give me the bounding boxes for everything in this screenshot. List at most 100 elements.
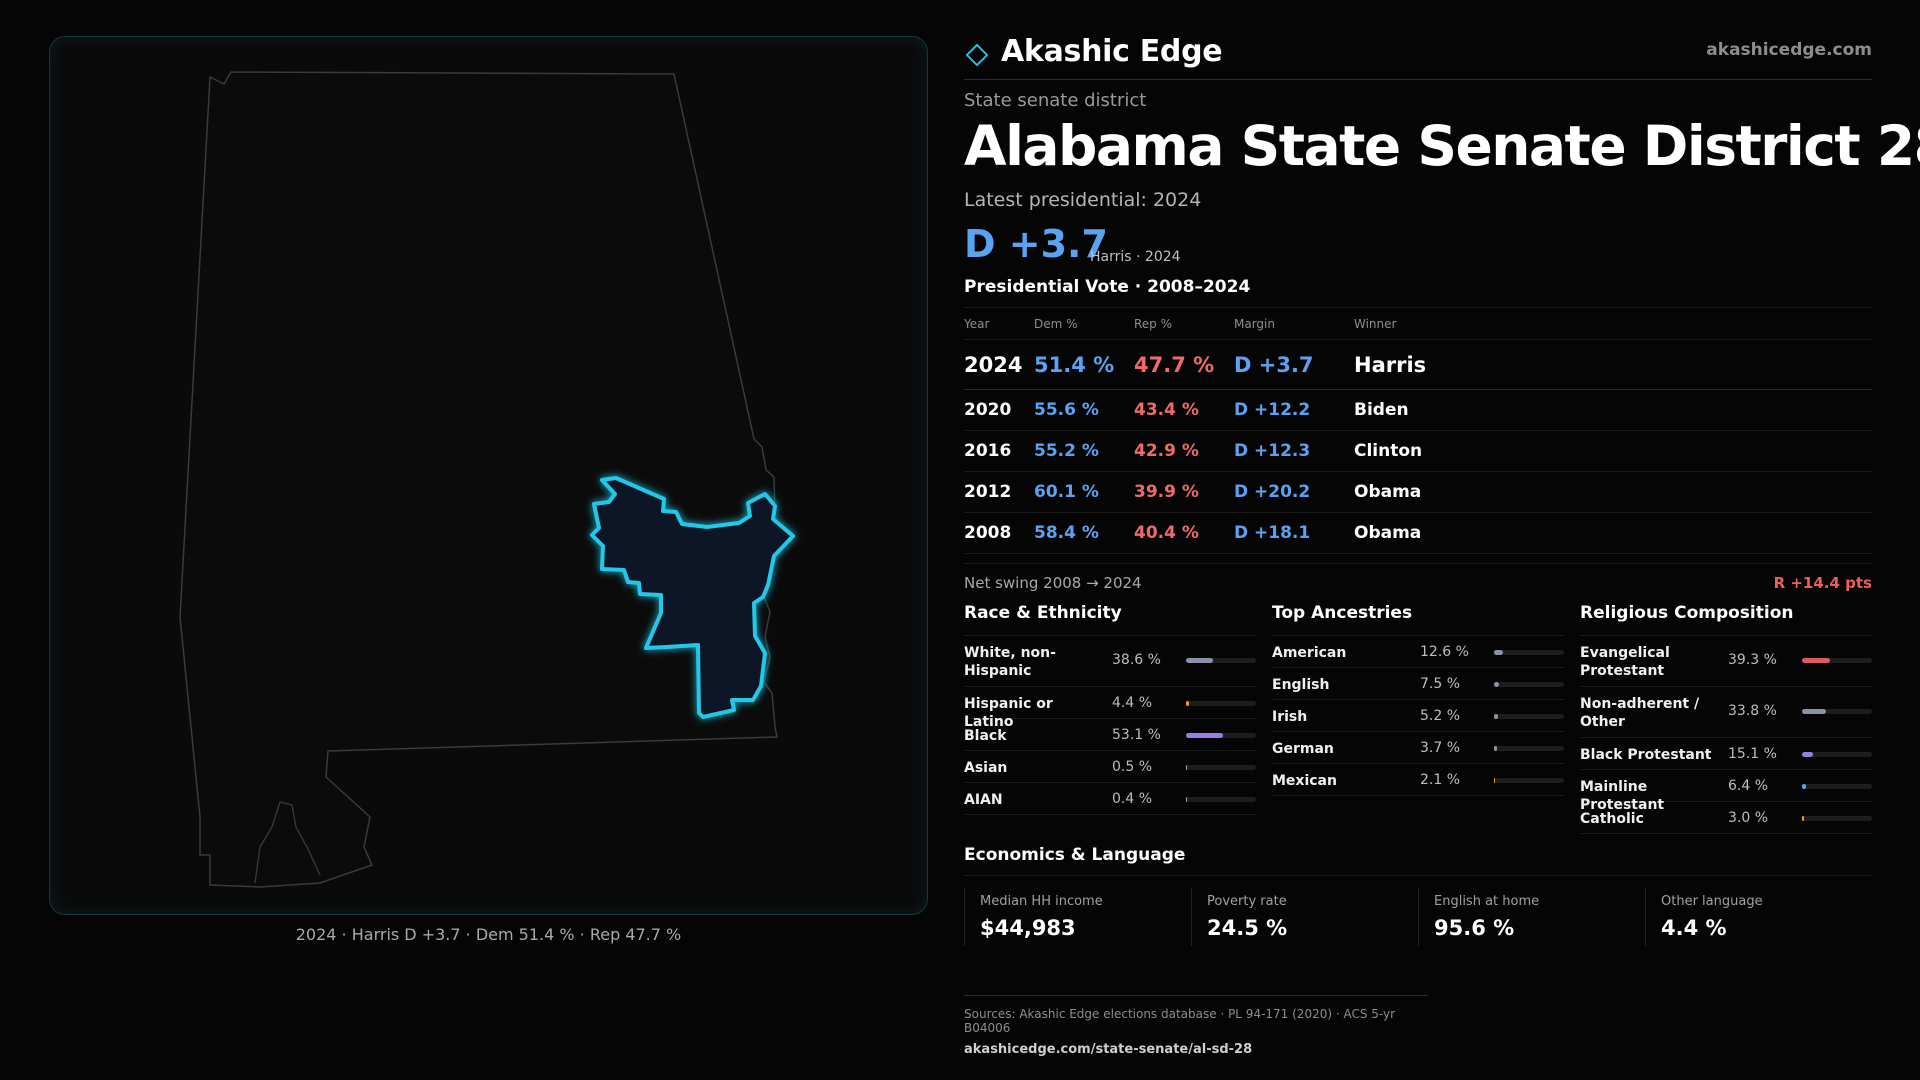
share-bar <box>1186 733 1256 738</box>
item-pct: 7.5 % <box>1420 676 1461 692</box>
col-dem: Dem % <box>1034 307 1134 340</box>
winner-cell: Clinton <box>1354 430 1872 472</box>
district-map[interactable] <box>49 36 928 915</box>
item-pct: 38.6 % <box>1112 652 1161 668</box>
col-margin: Margin <box>1234 307 1354 340</box>
map-svg <box>179 71 795 888</box>
share-bar-fill <box>1802 816 1805 821</box>
swing-value: R +14.4 pts <box>1773 574 1872 592</box>
year-cell: 2016 <box>964 430 1034 472</box>
margin-cell: D +20.2 <box>1234 471 1354 513</box>
share-bar <box>1802 709 1872 714</box>
footer-url-link[interactable]: akashicedge.com/state-senate/al-sd-28 <box>964 1042 1253 1057</box>
item-name: AIAN <box>964 792 1003 808</box>
share-bar <box>1494 714 1564 719</box>
econ-value: $44,983 <box>980 916 1076 940</box>
share-bar <box>1802 658 1872 663</box>
item-pct: 0.4 % <box>1112 791 1153 807</box>
list-item: AIAN 0.4 % <box>964 783 1256 815</box>
item-name: Evangelical Protestant <box>1580 645 1670 679</box>
latest-presidential-label: Latest presidential: 2024 <box>964 189 1202 211</box>
list-item: Mexican 2.1 % <box>1272 764 1564 796</box>
share-bar <box>1802 752 1872 757</box>
rep-cell: 47.7 % <box>1134 339 1234 390</box>
econ-card: Median HH income $44,983 <box>964 888 1191 946</box>
share-bar <box>1186 658 1256 663</box>
share-bar-fill <box>1494 746 1497 751</box>
table-row: 2008 58.4 % 40.4 % D +18.1 Obama <box>964 512 1872 554</box>
share-bar-fill <box>1186 658 1214 663</box>
share-bar <box>1186 797 1256 802</box>
share-bar <box>1802 784 1872 789</box>
col-year: Year <box>964 307 1034 340</box>
item-name: Black <box>964 728 1007 744</box>
ancestries-panel: Top Ancestries American 12.6 % English 7… <box>1272 603 1564 796</box>
col-rep: Rep % <box>1134 307 1234 340</box>
rep-cell: 42.9 % <box>1134 430 1234 472</box>
religion-panel: Religious Composition Evangelical Protes… <box>1580 603 1872 834</box>
share-bar <box>1802 816 1872 821</box>
table-row: 2020 55.6 % 43.4 % D +12.2 Biden <box>964 389 1872 431</box>
religion-title: Religious Composition <box>1580 603 1872 636</box>
map-caption: 2024 · Harris D +3.7 · Dem 51.4 % · Rep … <box>295 925 682 944</box>
district-28-shape[interactable] <box>590 476 795 719</box>
share-bar-fill <box>1494 682 1500 687</box>
diamond-logo-icon <box>966 44 988 66</box>
item-name: Hispanic or Latino <box>964 696 1053 730</box>
page-kicker: State senate district <box>964 90 1147 111</box>
brand-header: Akashic Edge akashicedge.com <box>964 30 1872 80</box>
item-name: Mexican <box>1272 773 1337 789</box>
brand-url-link[interactable]: akashicedge.com <box>1706 40 1872 60</box>
share-bar-fill <box>1802 658 1830 663</box>
list-item: Black Protestant 15.1 % <box>1580 738 1872 770</box>
share-bar-fill <box>1802 784 1807 789</box>
share-bar <box>1186 765 1256 770</box>
share-bar-fill <box>1802 709 1826 714</box>
econ-value: 24.5 % <box>1207 916 1288 940</box>
item-pct: 33.8 % <box>1728 703 1777 719</box>
margin-cell: D +18.1 <box>1234 512 1354 554</box>
share-bar-fill <box>1494 714 1498 719</box>
item-name: Asian <box>964 760 1008 776</box>
swing-label: Net swing 2008 → 2024 <box>964 574 1142 592</box>
econ-label: Other language <box>1661 894 1763 909</box>
margin-cell: D +12.3 <box>1234 430 1354 472</box>
share-bar <box>1494 778 1564 783</box>
list-item: White, non-Hispanic 38.6 % <box>964 636 1256 687</box>
share-bar <box>1494 650 1564 655</box>
margin-cell: D +3.7 <box>1234 339 1354 390</box>
winner-cell: Biden <box>1354 389 1872 431</box>
race-title: Race & Ethnicity <box>964 603 1256 636</box>
share-bar-fill <box>1186 733 1224 738</box>
share-bar <box>1186 701 1256 706</box>
econ-card: English at home 95.6 % <box>1418 888 1645 946</box>
headline-margin-sub: Harris · 2024 <box>1090 249 1181 265</box>
list-item: Hispanic or Latino 4.4 % <box>964 687 1256 730</box>
list-item: Evangelical Protestant 39.3 % <box>1580 636 1872 687</box>
econ-label: Median HH income <box>980 894 1103 909</box>
share-bar <box>1494 682 1564 687</box>
rep-cell: 39.9 % <box>1134 471 1234 513</box>
brand-name: Akashic Edge <box>1001 34 1223 69</box>
item-pct: 39.3 % <box>1728 652 1777 668</box>
year-cell: 2012 <box>964 471 1034 513</box>
list-item: Irish 5.2 % <box>1272 700 1564 732</box>
share-bar-fill <box>1494 650 1503 655</box>
item-pct: 2.1 % <box>1420 772 1461 788</box>
econ-label: English at home <box>1434 894 1540 909</box>
dem-cell: 51.4 % <box>1034 339 1134 390</box>
list-item: American 12.6 % <box>1272 636 1564 668</box>
share-bar-fill <box>1802 752 1813 757</box>
dem-cell: 55.2 % <box>1034 430 1134 472</box>
economics-title: Economics & Language <box>964 845 1872 876</box>
share-bar-fill <box>1186 797 1188 802</box>
state-outline <box>179 71 778 888</box>
item-name: Mainline Protestant <box>1580 779 1665 813</box>
rep-cell: 40.4 % <box>1134 512 1234 554</box>
winner-cell: Obama <box>1354 512 1872 554</box>
item-name: Black Protestant <box>1580 747 1712 763</box>
econ-value: 4.4 % <box>1661 916 1727 940</box>
footer-sources: Sources: Akashic Edge elections database… <box>964 1007 1396 1035</box>
item-pct: 4.4 % <box>1112 695 1153 711</box>
dem-cell: 60.1 % <box>1034 471 1134 513</box>
